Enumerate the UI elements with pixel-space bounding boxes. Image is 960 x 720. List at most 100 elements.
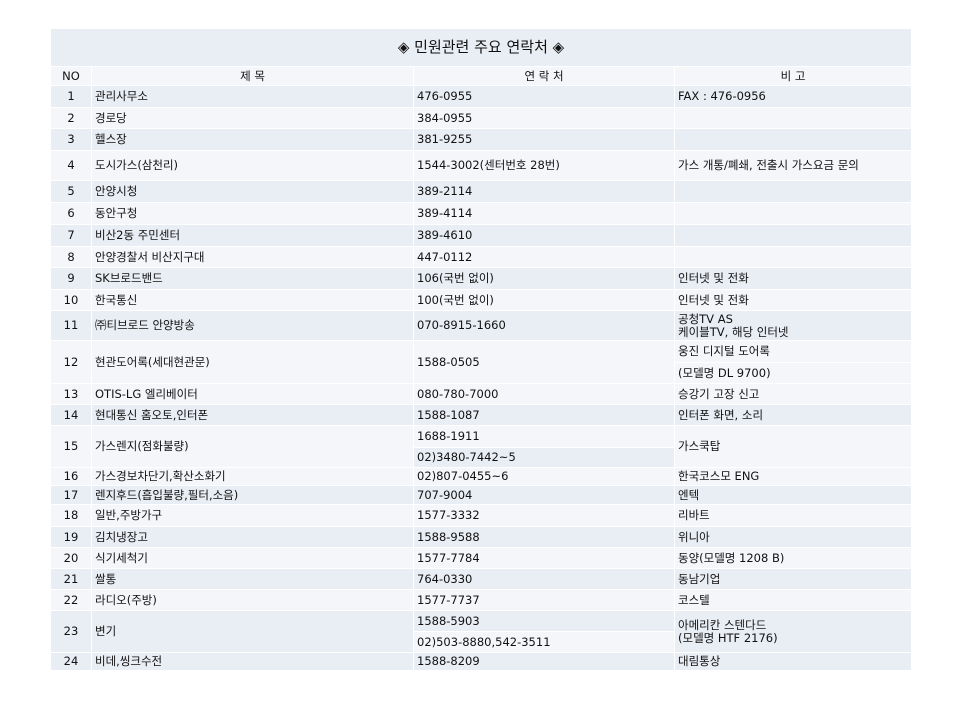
row-title: 식기세척기	[91, 547, 414, 569]
table-row: 1 관리사무소 476-0955 FAX : 476-0956	[50, 85, 913, 108]
table-row: 24 비데,씽크수전 1588-8209 대림통상	[50, 652, 913, 671]
row-title: 김치냉장고	[91, 526, 414, 548]
row-note	[673, 128, 913, 151]
row-title: 현대통신 홈오토,인터폰	[91, 404, 414, 426]
row-note	[673, 202, 913, 225]
row-title: 라디오(주방)	[91, 589, 414, 611]
table-row: 11 ㈜티브로드 안양방송 070-8915-1660 공청TV AS 케이블T…	[50, 310, 913, 341]
header-contact: 연 락 처	[413, 66, 675, 86]
row-contact: 100(국번 없이)	[413, 289, 675, 311]
row-title: 헬스장	[91, 128, 414, 151]
header-row: NO 제 목 연 락 처 비 고	[50, 66, 913, 86]
row-contact: 707-9004	[413, 485, 675, 505]
row-title: 가스렌지(점화불량)	[91, 425, 414, 468]
row-note: 코스텔	[673, 589, 913, 611]
row-note: 승강기 고장 신고	[673, 383, 913, 405]
row-contact: 447-0112	[413, 246, 675, 268]
row-note-2: (모델명 DL 9700)	[673, 362, 913, 384]
row-note: 가스 개통/폐쇄, 전출시 가스요금 문의	[673, 150, 913, 181]
row-no: 19	[50, 526, 92, 548]
row-no: 20	[50, 547, 92, 569]
row-no: 7	[50, 224, 92, 247]
row-title: 가스경보차단기,확산소화기	[91, 467, 414, 486]
row-no: 21	[50, 568, 92, 590]
row-contact: 1688-1911	[413, 425, 675, 448]
table-row: 8 안양경찰서 비산지구대 447-0112	[50, 246, 913, 268]
row-note-line: 공청TV AS	[678, 311, 733, 326]
row-note	[673, 224, 913, 247]
row-no: 24	[50, 652, 92, 671]
row-no: 22	[50, 589, 92, 611]
row-note: 리바트	[673, 504, 913, 527]
row-contact: 389-2114	[413, 180, 675, 203]
table-row: 19 김치냉장고 1588-9588 위니아	[50, 526, 913, 548]
table-row: 22 라디오(주방) 1577-7737 코스텔	[50, 589, 913, 611]
row-no: 13	[50, 383, 92, 405]
row-no: 6	[50, 202, 92, 225]
row-note: 인터넷 및 전화	[673, 267, 913, 290]
row-no: 14	[50, 404, 92, 426]
row-contact: 389-4610	[413, 224, 675, 247]
row-contact: 1588-0505	[413, 340, 675, 384]
row-no: 2	[50, 107, 92, 129]
table-row: 7 비산2동 주민센터 389-4610	[50, 224, 913, 247]
row-note: 동양(모델명 1208 B)	[673, 547, 913, 569]
row-note: 동남기업	[673, 568, 913, 590]
table-row: 3 헬스장 381-9255	[50, 128, 913, 151]
row-title: 경로당	[91, 107, 414, 129]
row-no: 11	[50, 310, 92, 341]
row-contact: 02)807-0455~6	[413, 467, 675, 486]
table-row: 5 안양시청 389-2114	[50, 180, 913, 203]
table-row: 14 현대통신 홈오토,인터폰 1588-1087 인터폰 화면, 소리	[50, 404, 913, 426]
row-no: 4	[50, 150, 92, 181]
table-title: ◈ 민원관련 주요 연락처 ◈	[49, 28, 913, 67]
row-no: 16	[50, 467, 92, 486]
row-contact: 1544-3002(센터번호 28번)	[413, 150, 675, 181]
row-no: 12	[50, 340, 92, 384]
row-no: 5	[50, 180, 92, 203]
row-no: 8	[50, 246, 92, 268]
row-note-line: 케이블TV, 해당 인터넷	[678, 324, 789, 339]
row-no: 23	[50, 610, 92, 653]
row-title: 동안구청	[91, 202, 414, 225]
row-note: 아메리칸 스텐다드 (모델명 HTF 2176)	[673, 610, 913, 653]
row-contact: 389-4114	[413, 202, 675, 225]
row-contact: 381-9255	[413, 128, 675, 151]
table-row: 02)3480-7442~5	[51, 447, 912, 468]
row-title: 비산2동 주민센터	[91, 224, 414, 247]
table-row: 12 현관도어록(세대현관문) 1588-0505 웅진 디지털 도어록	[50, 340, 913, 384]
row-contact-2: 02)503-8880,542-3511	[413, 631, 675, 653]
header-note: 비 고	[673, 66, 913, 86]
table-row: 13 OTIS-LG 엘리베이터 080-780-7000 승강기 고장 신고	[50, 383, 913, 405]
row-contact: 080-780-7000	[413, 383, 675, 405]
table-row: 10 한국통신 100(국번 없이) 인터넷 및 전화	[50, 289, 913, 311]
row-title: 변기	[91, 610, 414, 653]
row-title: 렌지후드(흡입불량,필터,소음)	[91, 485, 414, 505]
table-row: 15 가스렌지(점화불량) 1688-1911 가스쿡탑	[50, 425, 913, 468]
row-note: 가스쿡탑	[673, 425, 913, 468]
row-note	[673, 246, 913, 268]
row-contact: 1588-8209	[413, 652, 675, 671]
row-title: 일반,주방가구	[91, 504, 414, 527]
row-contact: 1588-5903	[413, 610, 675, 632]
row-title: ㈜티브로드 안양방송	[91, 310, 414, 341]
row-contact: 764-0330	[413, 568, 675, 590]
row-title: 비데,씽크수전	[91, 652, 414, 671]
header-no: NO	[50, 66, 92, 86]
row-contact: 1577-3332	[413, 504, 675, 527]
row-note: 웅진 디지털 도어록	[673, 340, 913, 363]
table-row: 02)503-8880,542-3511	[51, 631, 912, 653]
table-row: 6 동안구청 389-4114	[50, 202, 913, 225]
row-contact: 1577-7737	[413, 589, 675, 611]
contact-table: ◈ 민원관련 주요 연락처 ◈ NO 제 목 연 락 처 비 고 1 관리사무소…	[49, 28, 913, 671]
row-no: 3	[50, 128, 92, 151]
row-note: FAX : 476-0956	[673, 85, 913, 108]
row-contact: 1577-7784	[413, 547, 675, 569]
row-note: 한국코스모 ENG	[673, 467, 913, 486]
table-row: 21 쌀통 764-0330 동남기업	[50, 568, 913, 590]
row-title: OTIS-LG 엘리베이터	[91, 383, 414, 405]
row-note: 인터넷 및 전화	[673, 289, 913, 311]
row-contact: 476-0955	[413, 85, 675, 108]
row-no: 10	[50, 289, 92, 311]
table-row: 20 식기세척기 1577-7784 동양(모델명 1208 B)	[50, 547, 913, 569]
